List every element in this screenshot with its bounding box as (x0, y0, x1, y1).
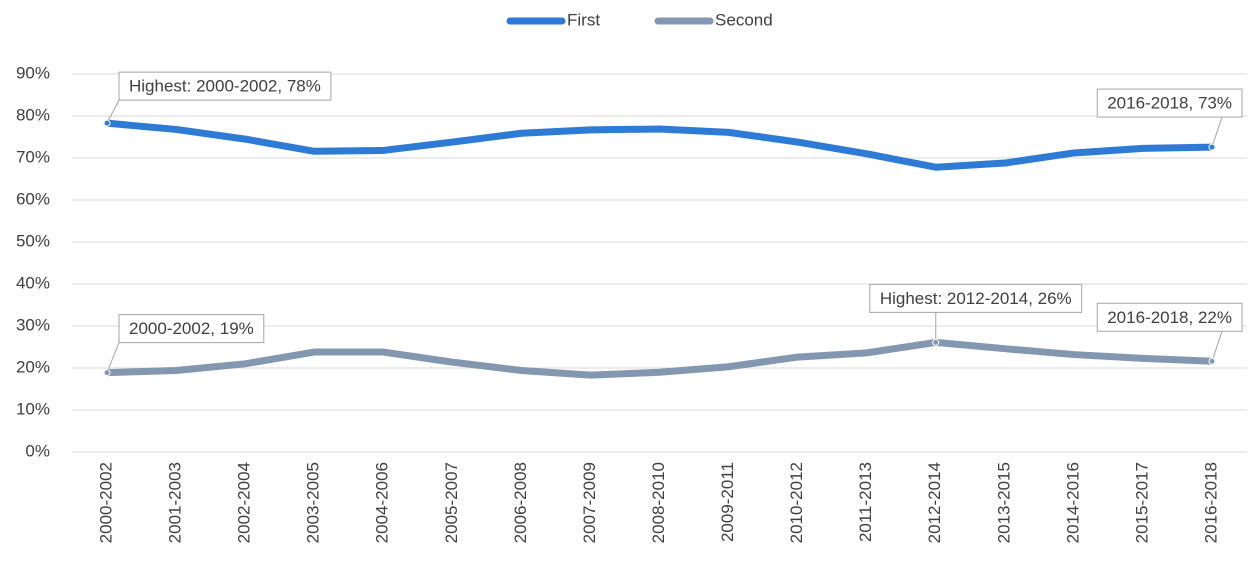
x-tick-label: 2010-2012 (787, 462, 806, 543)
x-tick-label: 2016-2018 (1201, 462, 1220, 543)
x-tick-label: 2000-2002 (96, 462, 115, 543)
x-tick-label: 2001-2003 (166, 462, 185, 543)
series-line (103, 338, 1216, 379)
data-label: Highest: 2012-2014, 26% (880, 289, 1072, 308)
label-box (1096, 302, 1243, 332)
y-tick-label: 40% (16, 273, 50, 292)
point-marker (1208, 357, 1216, 365)
point-marker (932, 338, 940, 346)
label-box (118, 71, 332, 101)
x-tick-label: 2015-2017 (1132, 462, 1151, 543)
y-tick-label: 90% (16, 63, 50, 82)
x-tick-label: 2004-2006 (373, 462, 392, 543)
leader-line (1211, 331, 1223, 362)
x-tick-label: 2011-2013 (856, 462, 875, 542)
y-tick-label: 60% (16, 189, 50, 208)
data-label: 2000-2002, 19% (129, 319, 254, 338)
point-marker (103, 119, 111, 127)
x-tick-label: 2012-2014 (925, 462, 944, 543)
series-line (103, 119, 1216, 171)
y-tick-label: 0% (25, 441, 50, 460)
legend-label: Second (715, 10, 773, 29)
x-tick-label: 2008-2010 (649, 462, 668, 543)
label-box (869, 283, 1083, 313)
point-marker (1208, 143, 1216, 151)
data-label: 2016-2018, 73% (1107, 94, 1232, 113)
x-tick-label: 2003-2005 (304, 462, 323, 543)
x-tick-label: 2013-2015 (994, 462, 1013, 543)
legend-label: First (567, 10, 600, 29)
point-marker (103, 369, 111, 377)
x-tick-label: 2007-2009 (580, 462, 599, 543)
data-label: 2016-2018, 22% (1107, 308, 1232, 327)
leader-line (106, 342, 120, 373)
x-tick-label: 2009-2011 (718, 462, 737, 542)
x-tick-label: 2014-2016 (1063, 462, 1082, 543)
y-tick-label: 20% (16, 357, 50, 376)
y-tick-label: 30% (16, 315, 50, 334)
x-tick-label: 2006-2008 (511, 462, 530, 543)
leader-line (1211, 116, 1223, 148)
y-tick-label: 50% (16, 231, 50, 250)
x-tick-label: 2005-2007 (442, 462, 461, 543)
y-tick-label: 70% (16, 147, 50, 166)
leader-line (106, 99, 120, 124)
y-tick-label: 10% (16, 399, 50, 418)
x-tick-label: 2002-2004 (235, 462, 254, 543)
label-box (118, 314, 265, 344)
label-box (1096, 88, 1243, 118)
data-label: Highest: 2000-2002, 78% (129, 77, 321, 96)
y-tick-label: 80% (16, 105, 50, 124)
